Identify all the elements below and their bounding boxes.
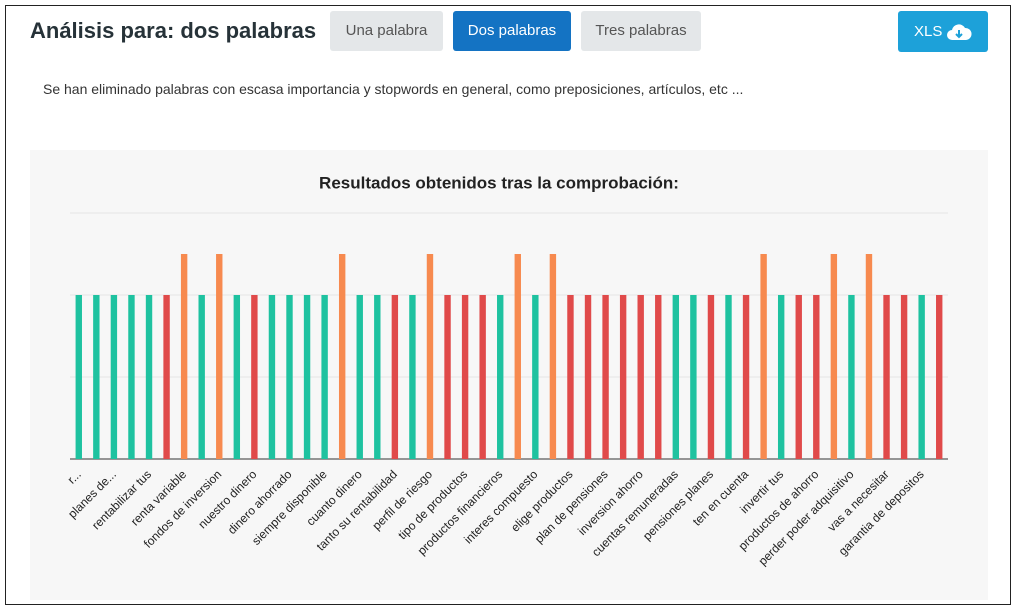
bar (900, 295, 908, 459)
bar (145, 295, 153, 459)
bar (479, 295, 486, 459)
bar (497, 295, 504, 459)
bar (268, 295, 276, 459)
bar (321, 295, 328, 459)
bar (795, 295, 802, 459)
chart-title: Resultados obtenidos tras la comprobació… (319, 173, 679, 192)
bar (602, 295, 609, 459)
bar (233, 295, 241, 459)
bar (813, 295, 820, 459)
page-title: Análisis para: dos palabras (30, 18, 317, 43)
bar (251, 295, 258, 459)
page: Análisis para: dos palabras Una palabra … (5, 5, 1011, 605)
bar (883, 295, 890, 459)
bar (426, 254, 434, 459)
bar (338, 254, 346, 459)
bar (128, 295, 135, 459)
bar (110, 295, 118, 459)
bar (584, 295, 592, 459)
note: Se han eliminado palabras con escasa imp… (43, 81, 744, 97)
bar (180, 254, 188, 459)
tab[interactable]: Dos palabras (453, 11, 571, 51)
bar (216, 254, 223, 459)
bar (75, 295, 82, 459)
bar (918, 295, 925, 459)
bar (461, 295, 469, 459)
bar (198, 295, 205, 459)
bar (444, 295, 451, 459)
bar (163, 295, 170, 459)
bar (777, 295, 785, 459)
bar (830, 254, 838, 459)
bar (356, 295, 363, 459)
bar (760, 254, 767, 459)
xls-button[interactable]: XLS (898, 11, 988, 52)
x-tick-label: elige productos (508, 467, 575, 534)
bar (637, 295, 644, 459)
bar (93, 295, 100, 459)
bar (672, 295, 680, 459)
bar (865, 254, 873, 459)
bar (707, 295, 715, 459)
bar (690, 295, 697, 459)
chart: Resultados obtenidos tras la comprobació… (65, 173, 948, 568)
bar (655, 295, 662, 459)
tab[interactable]: Tres palabras (581, 11, 701, 51)
bar (532, 295, 539, 459)
bar (286, 295, 293, 459)
bar (725, 295, 732, 459)
bar (374, 295, 381, 459)
bar (549, 254, 557, 459)
chart-panel: Resultados obtenidos tras la comprobació… (30, 150, 988, 600)
cloud-icon (947, 24, 972, 40)
button-label: XLS (914, 23, 943, 40)
x-tick-label: vas a necesitar (825, 467, 892, 534)
bar (936, 295, 943, 459)
bar (742, 295, 750, 459)
bar (514, 254, 521, 459)
bar (567, 295, 574, 459)
x-tick-label: r... (65, 467, 84, 486)
tab[interactable]: Una palabra (330, 11, 443, 51)
bar (391, 295, 399, 459)
bar (303, 295, 311, 459)
bar (619, 295, 627, 459)
bar (848, 295, 855, 459)
bar (409, 295, 416, 459)
